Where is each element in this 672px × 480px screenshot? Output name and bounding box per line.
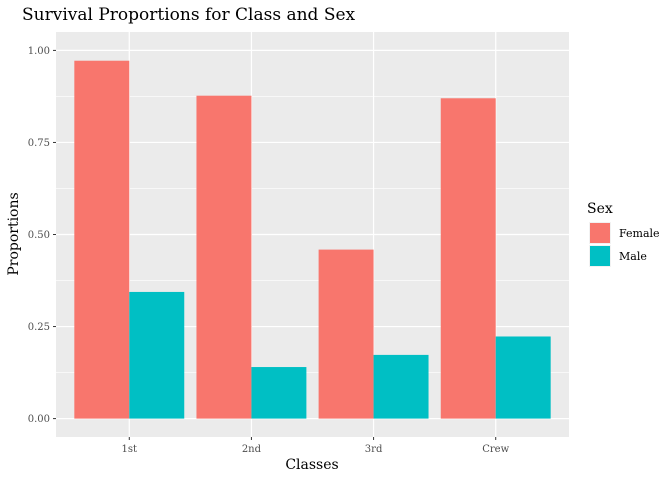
bar-male-2nd: [251, 367, 307, 419]
x-axis: 1st 2nd 3rd Crew: [122, 437, 510, 455]
legend-swatch-male: [590, 246, 610, 266]
y-tick-label: 1.00: [28, 46, 50, 57]
x-tick-label: Crew: [482, 444, 509, 455]
y-tick-label: 0.50: [28, 230, 50, 241]
y-tick-label: 0.00: [28, 414, 50, 425]
bar-female-3rd: [318, 249, 374, 419]
bar-male-crew: [495, 336, 551, 419]
legend-label-male: Male: [619, 250, 647, 263]
x-tick-label: 3rd: [365, 444, 383, 455]
bar-female-1st: [74, 60, 130, 419]
chart-title: Survival Proportions for Class and Sex: [22, 5, 356, 25]
legend: Sex Female Male: [587, 201, 660, 267]
legend-title: Sex: [587, 201, 613, 217]
legend-swatch-female: [590, 223, 610, 243]
y-tick-label: 0.25: [28, 322, 50, 333]
x-tick-label: 1st: [122, 444, 138, 455]
x-tick-label: 2nd: [242, 444, 262, 455]
bar-male-1st: [129, 291, 185, 419]
legend-label-female: Female: [619, 227, 660, 240]
y-axis: 0.00 0.25 0.50 0.75 1.00: [28, 46, 56, 425]
bars: [74, 60, 551, 419]
y-tick-label: 0.75: [28, 138, 50, 149]
bar-female-2nd: [196, 95, 252, 419]
x-axis-title: Classes: [285, 457, 338, 473]
bar-male-3rd: [373, 354, 429, 419]
y-axis-title: Proportions: [6, 192, 22, 275]
bar-female-crew: [440, 98, 496, 419]
